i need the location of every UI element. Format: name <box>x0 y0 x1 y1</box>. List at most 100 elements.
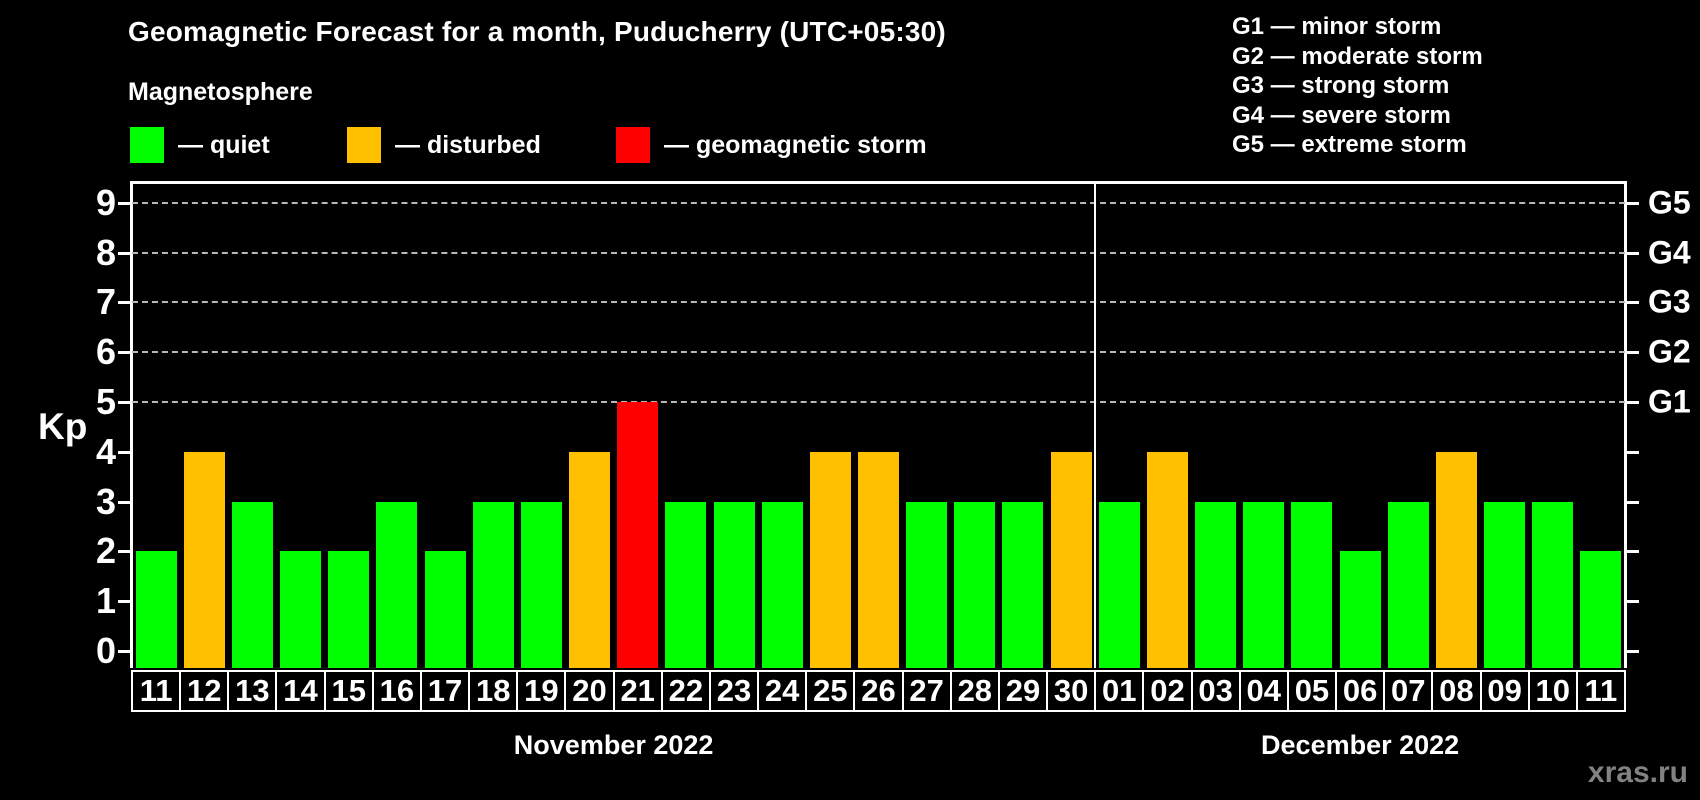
plot-border-left <box>130 181 133 668</box>
kp-bar <box>472 501 514 668</box>
gridline-kp5 <box>132 401 1625 403</box>
date-label: 22 <box>660 670 711 712</box>
quiet-swatch-icon <box>130 127 164 163</box>
kp-bar <box>1580 551 1622 668</box>
kp-bar <box>906 501 948 668</box>
kp-bar <box>954 501 996 668</box>
date-label: 15 <box>323 670 374 712</box>
date-label: 02 <box>1142 670 1193 712</box>
y-axis-label: 1 <box>95 580 116 622</box>
date-label: 10 <box>1527 670 1578 712</box>
kp-bar <box>135 551 177 668</box>
date-label: 14 <box>275 670 326 712</box>
plot-border-top <box>130 181 1627 184</box>
date-label: 20 <box>564 670 615 712</box>
kp-bar <box>858 451 899 668</box>
y-axis-tick-right <box>1627 650 1639 653</box>
kp-bar <box>713 501 755 668</box>
y-axis-tick-right <box>1627 401 1639 404</box>
y-axis-tick-left <box>118 351 130 355</box>
legend-item-storm: — geomagnetic storm <box>616 127 927 163</box>
kp-bar <box>376 501 418 668</box>
y-axis-tick-left <box>118 650 130 653</box>
kp-bar <box>1098 501 1140 668</box>
kp-bar <box>231 501 273 668</box>
g-scale-legend: G1 — minor storm G2 — moderate storm G3 … <box>1232 12 1483 160</box>
y-axis-label: 6 <box>95 331 116 373</box>
kp-bar <box>1484 501 1526 668</box>
legend-item-disturbed: — disturbed <box>347 127 541 163</box>
kp-bar <box>809 451 851 668</box>
kp-bar <box>569 451 611 668</box>
y-axis-tick-left <box>118 550 130 554</box>
y-axis-tick-left <box>118 251 130 255</box>
page-title: Geomagnetic Forecast for a month, Puduch… <box>128 16 946 47</box>
date-label: 06 <box>1335 670 1386 712</box>
y-axis-title: Kp <box>38 406 88 447</box>
g-scale-axis-label: G4 <box>1648 234 1691 271</box>
date-label: 17 <box>419 670 471 712</box>
g5-legend-line: G5 — extreme storm <box>1232 131 1467 158</box>
g-scale-axis-label: G2 <box>1648 333 1691 370</box>
kp-bar <box>1532 501 1574 668</box>
y-axis-tick-right <box>1627 201 1639 205</box>
date-label: 21 <box>612 670 663 712</box>
kp-bar <box>1339 551 1381 668</box>
date-label: 11 <box>1575 670 1626 712</box>
y-axis-tick-left <box>118 301 130 305</box>
y-axis-tick-right <box>1627 550 1639 554</box>
y-axis-label: 2 <box>95 530 116 572</box>
y-axis-tick-right <box>1627 351 1639 355</box>
kp-bar <box>665 501 707 668</box>
y-axis-label: 3 <box>95 480 116 522</box>
plot-border-right <box>1624 181 1627 668</box>
date-label: 13 <box>227 670 278 712</box>
kp-bar <box>1002 501 1044 668</box>
gridline-kp7 <box>132 301 1625 304</box>
magnetosphere-label: Magnetosphere <box>128 78 313 106</box>
g1-legend-line: G1 — minor storm <box>1232 13 1442 40</box>
plot-area <box>132 183 1625 668</box>
y-axis-tick-right <box>1627 500 1639 504</box>
date-label: 08 <box>1431 670 1482 712</box>
disturbed-swatch-icon <box>347 127 381 163</box>
kp-bar <box>617 402 659 668</box>
y-axis-tick-right <box>1627 251 1639 255</box>
y-axis-label: 8 <box>95 231 116 273</box>
g2-legend-line: G2 — moderate storm <box>1232 42 1483 70</box>
date-label: 11 <box>131 670 182 712</box>
legend-item-quiet: — quiet <box>130 127 270 163</box>
y-axis-tick-left <box>118 201 130 205</box>
date-label: 09 <box>1479 670 1530 712</box>
gridline-kp9 <box>132 201 1625 204</box>
date-label: 03 <box>1190 670 1241 712</box>
y-axis-tick-left <box>118 450 130 454</box>
kp-bar <box>1050 451 1092 668</box>
g-scale-axis-label: G3 <box>1648 283 1691 320</box>
kp-bar <box>424 551 466 668</box>
date-label: 23 <box>708 670 760 712</box>
g4-legend-line: G4 — severe storm <box>1232 101 1451 129</box>
kp-bar <box>328 551 370 668</box>
y-axis-label: 9 <box>95 181 116 223</box>
date-label: 01 <box>1094 670 1145 712</box>
storm-swatch-icon <box>616 127 650 163</box>
kp-bar <box>280 551 322 668</box>
y-axis-tick-left <box>118 600 130 604</box>
kp-bar <box>1435 451 1477 668</box>
date-label: 30 <box>1046 670 1097 712</box>
kp-bar <box>1243 501 1285 668</box>
month-label: November 2022 <box>513 730 714 760</box>
gridline-kp8 <box>132 251 1625 254</box>
legend-quiet-label: — quiet <box>178 130 270 159</box>
date-label: 24 <box>757 670 808 712</box>
gridline-kp6 <box>132 351 1625 354</box>
date-label: 04 <box>1238 670 1289 712</box>
kp-bar <box>183 451 225 668</box>
kp-bar <box>1291 501 1333 668</box>
watermark: xras.ru <box>1587 756 1688 789</box>
y-axis-tick-right <box>1627 450 1639 454</box>
date-label: 28 <box>949 670 1000 712</box>
date-label: 07 <box>1383 670 1434 712</box>
